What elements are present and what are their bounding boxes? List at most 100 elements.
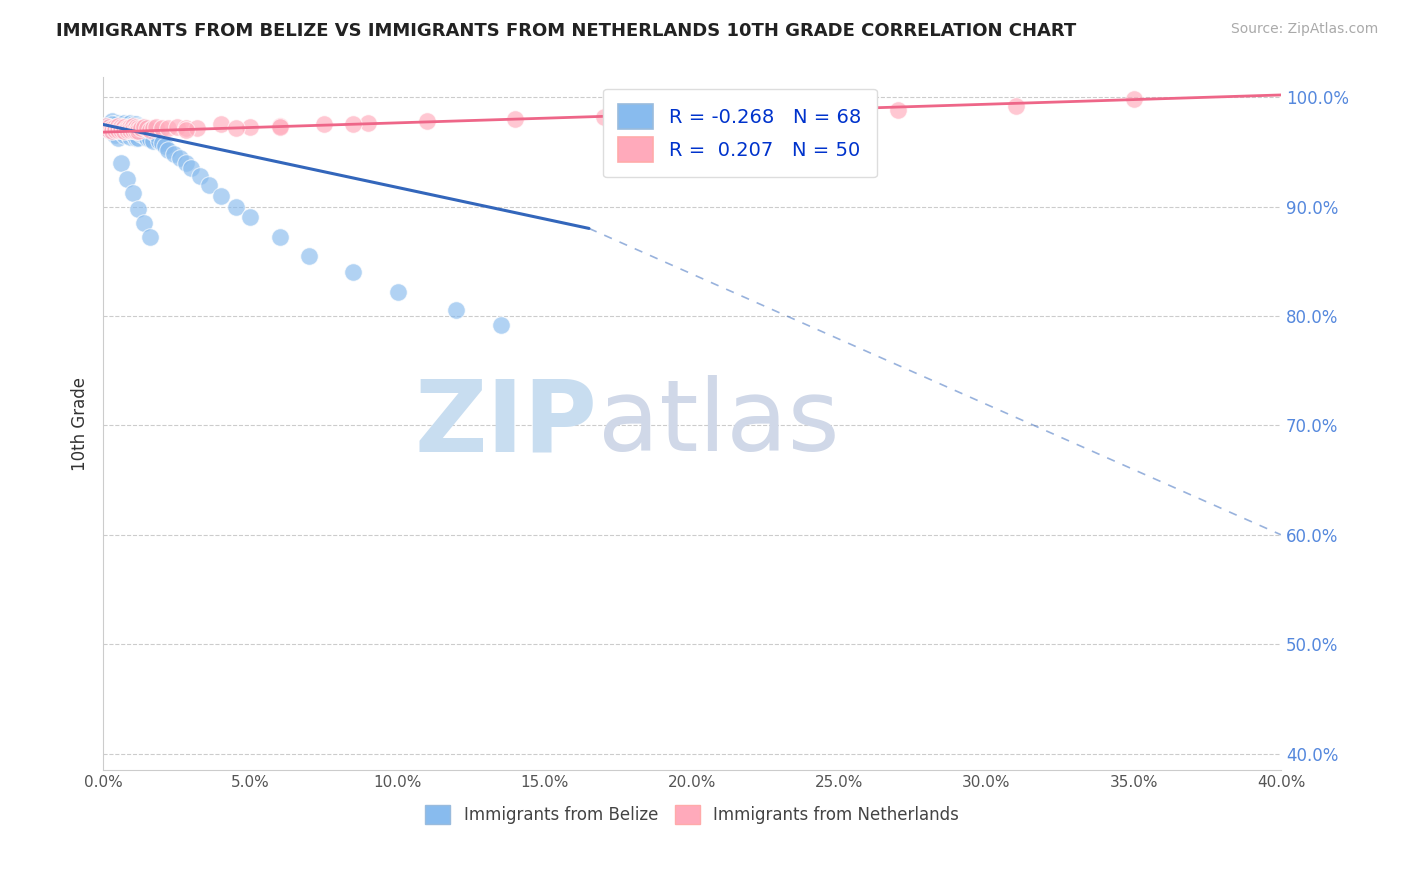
Point [180, 161, 202, 176]
Point [209, 118, 232, 132]
Point [446, 303, 468, 318]
Point [1005, 99, 1028, 113]
Point [156, 120, 179, 135]
Point [121, 128, 143, 142]
Point [186, 120, 208, 135]
Point [139, 124, 162, 138]
Point [115, 126, 138, 140]
Point [115, 118, 138, 132]
Point [174, 155, 197, 169]
Legend: Immigrants from Belize, Immigrants from Netherlands: Immigrants from Belize, Immigrants from … [425, 805, 959, 824]
Point [115, 172, 138, 186]
Point [101, 125, 124, 139]
Point [887, 103, 910, 118]
Point [142, 134, 165, 148]
Point [112, 128, 135, 143]
Point [104, 118, 127, 132]
Point [188, 169, 211, 183]
Point [387, 285, 409, 299]
Point [104, 123, 127, 137]
Point [710, 106, 733, 120]
Point [357, 116, 380, 130]
Point [101, 114, 124, 128]
Point [112, 124, 135, 138]
Point [166, 120, 188, 134]
Point [118, 120, 141, 134]
Point [269, 119, 291, 133]
Point [142, 125, 165, 139]
Point [174, 123, 197, 137]
Point [150, 120, 173, 135]
Point [239, 211, 262, 225]
Point [124, 118, 146, 132]
Point [269, 120, 291, 134]
Point [112, 116, 135, 130]
Point [107, 130, 129, 145]
Point [110, 125, 132, 139]
Point [134, 128, 156, 143]
Point [163, 147, 186, 161]
Point [139, 230, 162, 244]
Point [139, 132, 162, 146]
Text: atlas: atlas [598, 376, 839, 472]
Point [118, 129, 141, 144]
Point [269, 230, 291, 244]
Point [94, 120, 117, 135]
Point [110, 120, 132, 135]
Point [131, 128, 153, 142]
Point [145, 128, 167, 142]
Point [124, 120, 146, 134]
Point [153, 139, 176, 153]
Text: Source: ZipAtlas.com: Source: ZipAtlas.com [1230, 22, 1378, 37]
Point [225, 120, 247, 135]
Point [112, 121, 135, 136]
Point [104, 123, 127, 137]
Point [145, 120, 167, 134]
Point [101, 124, 124, 138]
Point [209, 188, 232, 202]
Point [592, 110, 614, 124]
Point [110, 120, 132, 134]
Point [134, 216, 156, 230]
Point [107, 123, 129, 137]
Point [124, 124, 146, 138]
Point [239, 120, 262, 134]
Point [115, 123, 138, 137]
Point [121, 186, 143, 201]
Point [127, 125, 149, 139]
Point [124, 125, 146, 139]
Point [127, 202, 149, 216]
Point [134, 120, 156, 135]
Point [298, 249, 321, 263]
Point [134, 120, 156, 134]
Text: ZIP: ZIP [415, 376, 598, 472]
Point [1122, 92, 1144, 106]
Point [118, 116, 141, 130]
Point [107, 116, 129, 130]
Point [121, 123, 143, 137]
Text: IMMIGRANTS FROM BELIZE VS IMMIGRANTS FROM NETHERLANDS 10TH GRADE CORRELATION CHA: IMMIGRANTS FROM BELIZE VS IMMIGRANTS FRO… [56, 22, 1077, 40]
Point [110, 123, 132, 137]
Point [131, 120, 153, 135]
Point [118, 123, 141, 137]
Point [131, 120, 153, 134]
Point [312, 118, 335, 132]
Point [98, 123, 121, 137]
Point [115, 120, 138, 135]
Point [127, 119, 149, 133]
Point [121, 123, 143, 137]
Point [136, 123, 159, 137]
Point [107, 119, 129, 133]
Point [505, 112, 527, 126]
Point [101, 118, 124, 132]
Point [342, 265, 364, 279]
Point [489, 318, 512, 332]
Point [174, 120, 197, 135]
Point [121, 118, 143, 132]
Y-axis label: 10th Grade: 10th Grade [72, 376, 89, 471]
Point [121, 119, 143, 133]
Point [136, 120, 159, 135]
Point [198, 178, 221, 192]
Point [127, 124, 149, 138]
Point [416, 114, 439, 128]
